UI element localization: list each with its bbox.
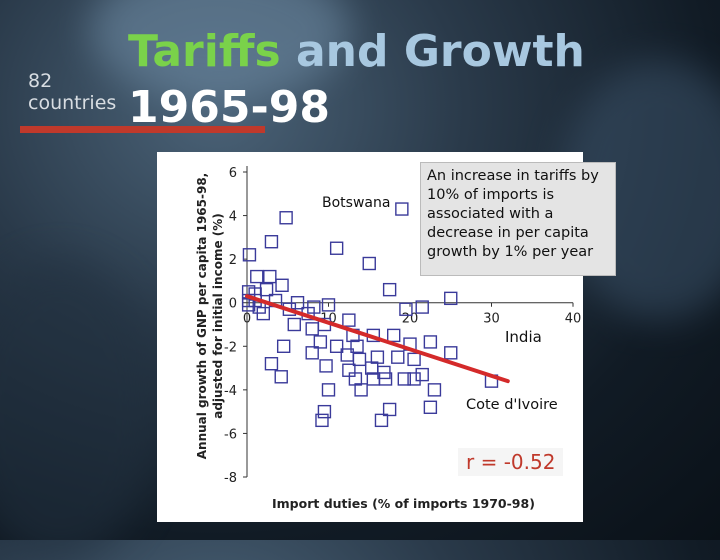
data-point xyxy=(329,241,344,255)
country-count-number: 82 xyxy=(28,70,53,92)
y-tick-label: 4 xyxy=(229,210,237,225)
data-point xyxy=(399,302,413,316)
data-point xyxy=(387,328,401,343)
x-tick-label: 20 xyxy=(402,312,419,327)
data-point xyxy=(415,300,429,314)
data-point xyxy=(444,346,458,360)
data-point xyxy=(352,352,367,367)
data-point xyxy=(423,335,438,349)
data-point xyxy=(350,339,364,353)
data-point xyxy=(382,282,397,297)
trend-line xyxy=(245,294,510,384)
data-point xyxy=(319,359,333,373)
data-point xyxy=(362,256,376,271)
x-tick-label: 30 xyxy=(483,312,500,327)
y-tick-label: 0 xyxy=(229,297,237,312)
title-years: 1965-98 xyxy=(128,82,330,133)
data-point xyxy=(279,211,293,225)
data-point xyxy=(264,235,279,249)
data-point xyxy=(313,335,328,349)
title-underline xyxy=(20,126,265,133)
data-point xyxy=(423,400,438,414)
title-word-growth: and Growth xyxy=(295,26,585,77)
data-point xyxy=(259,282,274,297)
label-cote-divoire: Cote d'Ivoire xyxy=(466,397,558,413)
data-point xyxy=(305,322,319,336)
country-count: 82 countries xyxy=(28,70,116,114)
data-point xyxy=(275,278,289,292)
y-tick-label: -4 xyxy=(224,384,237,399)
data-point xyxy=(444,291,458,306)
country-count-unit: countries xyxy=(28,92,117,114)
data-point xyxy=(329,339,344,353)
data-point xyxy=(274,370,288,384)
label-india: India xyxy=(505,328,542,346)
x-axis-label: Import duties (% of imports 1970-98) xyxy=(272,496,535,511)
data-point xyxy=(241,298,256,312)
x-tick-label: 0 xyxy=(243,312,251,327)
data-point xyxy=(250,269,264,284)
data-point xyxy=(415,367,429,382)
y-tick-label: -8 xyxy=(224,471,237,486)
y-tick-label: 2 xyxy=(229,253,237,268)
data-point xyxy=(427,383,442,397)
data-point xyxy=(397,372,411,386)
data-point xyxy=(305,346,319,360)
data-point xyxy=(378,372,393,386)
data-point xyxy=(407,372,421,386)
data-point xyxy=(315,413,329,428)
data-point xyxy=(242,248,257,262)
data-point xyxy=(264,357,279,371)
y-tick-label: -2 xyxy=(224,340,237,355)
data-point xyxy=(382,402,397,417)
data-point xyxy=(354,383,368,397)
data-point xyxy=(256,306,270,321)
data-point xyxy=(321,298,336,312)
data-point xyxy=(374,413,389,428)
annotation-note: An increase in tariffs by 10% of imports… xyxy=(420,162,616,276)
y-tick-label: -6 xyxy=(224,427,237,442)
data-point xyxy=(391,350,405,364)
y-tick-label: 6 xyxy=(229,166,237,181)
slide-title: Tariffs and Growth xyxy=(128,26,585,77)
data-point xyxy=(342,313,356,327)
x-tick-label: 40 xyxy=(565,312,582,327)
data-point xyxy=(395,202,409,216)
correlation-label: r = -0.52 xyxy=(458,448,564,476)
data-point xyxy=(287,317,301,332)
label-botswana: Botswana xyxy=(322,195,391,211)
data-point xyxy=(317,404,332,419)
title-word-tariffs: Tariffs xyxy=(128,26,281,77)
data-point xyxy=(407,352,421,367)
data-point xyxy=(276,339,291,353)
data-point xyxy=(263,269,277,284)
data-point xyxy=(321,383,336,397)
